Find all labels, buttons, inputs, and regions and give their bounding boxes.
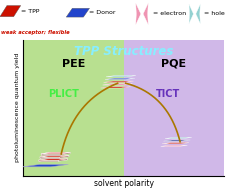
Polygon shape [61,152,70,155]
Polygon shape [165,137,192,139]
Polygon shape [43,153,69,154]
Text: = TPP: = TPP [21,9,39,14]
Text: PLICT: PLICT [48,89,79,99]
Polygon shape [22,164,68,167]
Polygon shape [161,145,187,146]
Polygon shape [104,81,134,82]
Polygon shape [40,156,49,158]
Polygon shape [66,8,90,17]
Text: weak acceptor; flexible: weak acceptor; flexible [1,30,70,35]
Text: TPP Structures: TPP Structures [74,45,173,58]
Polygon shape [164,140,190,141]
Polygon shape [189,4,194,24]
Text: PQE: PQE [161,59,187,69]
Polygon shape [41,154,61,155]
Polygon shape [143,3,148,25]
Polygon shape [162,143,189,144]
Polygon shape [106,76,136,77]
Text: = hole: = hole [204,11,225,16]
Polygon shape [39,160,58,161]
X-axis label: solvent polarity: solvent polarity [94,179,154,187]
Polygon shape [136,3,141,25]
Polygon shape [60,156,69,158]
Text: = electron: = electron [153,11,187,16]
Polygon shape [40,156,69,157]
Polygon shape [58,159,68,161]
Polygon shape [105,78,135,80]
Text: = Donor: = Donor [89,10,116,15]
Polygon shape [41,152,51,155]
Polygon shape [39,159,68,160]
Polygon shape [39,159,48,161]
Y-axis label: photoluminescence quantum yield: photoluminescence quantum yield [15,53,20,162]
Polygon shape [41,152,70,154]
Bar [23,40,124,176]
Text: PEE: PEE [62,59,85,69]
Text: TICT: TICT [156,89,180,99]
Polygon shape [101,87,131,88]
Polygon shape [40,157,60,158]
Polygon shape [103,84,132,85]
Polygon shape [196,4,200,24]
Polygon shape [0,5,21,17]
Bar [124,40,224,176]
